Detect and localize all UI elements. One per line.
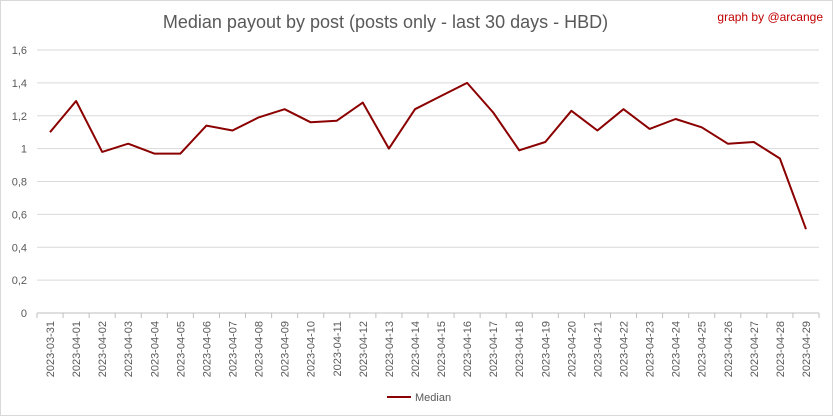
y-tick-label: 0,6 (12, 209, 27, 221)
chart-title: Median payout by post (posts only - last… (162, 12, 609, 32)
x-tick-label: 2023-04-08 (254, 321, 266, 377)
y-tick-label: 1,2 (12, 111, 27, 123)
x-tick-label: 2023-04-10 (306, 321, 318, 377)
x-tick-label: 2023-04-18 (514, 321, 526, 377)
y-tick-label: 1 (21, 144, 27, 156)
x-tick-label: 2023-04-01 (71, 321, 83, 377)
x-tick-label: 2023-04-02 (97, 321, 109, 377)
y-tick-label: 1,4 (12, 78, 27, 90)
y-tick-label: 1,6 (12, 45, 27, 57)
x-tick-label: 2023-04-29 (801, 321, 813, 377)
legend-label-median: Median (415, 392, 451, 404)
chart-credit: graph by @arcange (717, 10, 823, 24)
x-tick-label: 2023-04-17 (488, 321, 500, 377)
x-tick-label: 2023-04-15 (436, 321, 448, 377)
x-tick-label: 2023-04-16 (462, 321, 474, 377)
x-tick-label: 2023-04-19 (540, 321, 552, 377)
x-tick-label: 2023-04-27 (749, 321, 761, 377)
x-tick-label: 2023-04-09 (280, 321, 292, 377)
x-tick-label: 2023-04-05 (175, 321, 187, 377)
x-tick-label: 2023-04-26 (723, 321, 735, 377)
x-tick-label: 2023-04-28 (775, 321, 787, 377)
x-tick-label: 2023-04-24 (671, 321, 683, 377)
x-tick-label: 2023-04-13 (384, 321, 396, 377)
y-tick-label: 0,2 (12, 275, 27, 287)
x-tick-label: 2023-04-07 (228, 321, 240, 377)
y-tick-label: 0,4 (12, 242, 27, 254)
y-tick-label: 0,8 (12, 177, 27, 189)
x-tick-label: 2023-04-20 (566, 321, 578, 377)
x-tick-label: 2023-04-04 (149, 321, 161, 377)
x-tick-label: 2023-04-11 (332, 321, 344, 376)
x-tick-label: 2023-04-25 (697, 321, 709, 377)
x-tick-label: 2023-04-12 (358, 321, 370, 377)
x-tick-label: 2023-03-31 (45, 321, 57, 377)
x-tick-label: 2023-04-23 (645, 321, 657, 377)
x-tick-label: 2023-04-21 (592, 321, 604, 377)
x-tick-label: 2023-04-22 (619, 321, 631, 377)
x-tick-label: 2023-04-06 (201, 321, 213, 377)
series-line-median (49, 81, 807, 230)
y-tick-label: 0 (21, 308, 27, 320)
x-tick-label: 2023-04-03 (123, 321, 135, 377)
x-tick-label: 2023-04-14 (410, 321, 422, 377)
